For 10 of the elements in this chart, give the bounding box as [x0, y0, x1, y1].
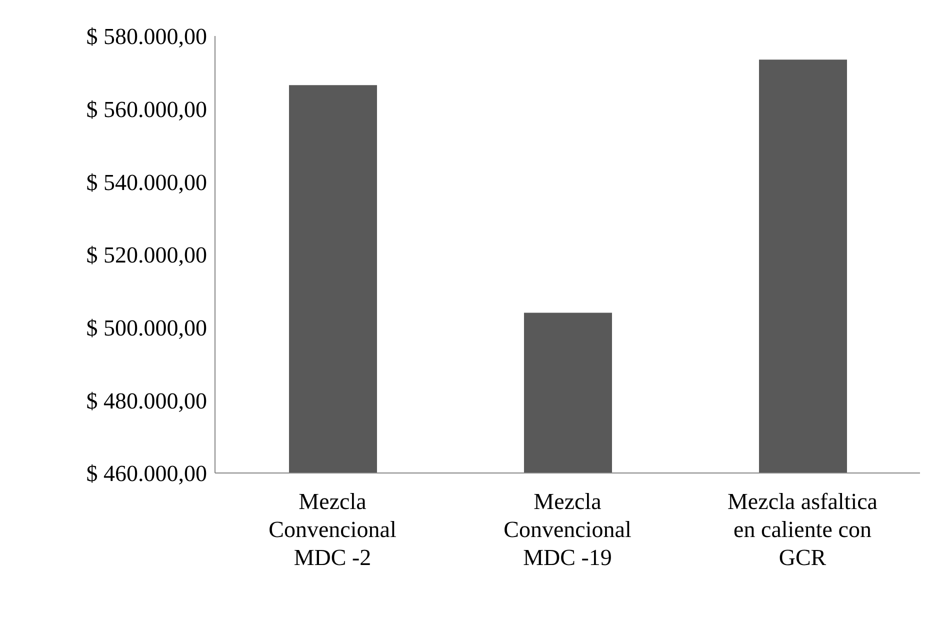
y-tick-label: $ 540.000,00	[86, 170, 207, 195]
x-tick-label: Mezcla Convencional MDC -2	[268, 489, 396, 570]
y-tick-label: $ 480.000,00	[86, 388, 207, 414]
y-tick-label: $ 500.000,00	[86, 316, 207, 340]
y-tick-label: $ 580.000,00	[86, 24, 207, 50]
y-tick-label: $ 520.000,00	[86, 242, 207, 268]
x-tick-label: Mezcla Convencional MDC -19	[504, 489, 632, 570]
y-tick-label: $ 560.000,00	[86, 97, 207, 122]
x-tick-label: Mezcla asfaltica en caliente con GCR	[727, 489, 878, 570]
y-tick-label: $ 460.000,00	[86, 461, 207, 486]
